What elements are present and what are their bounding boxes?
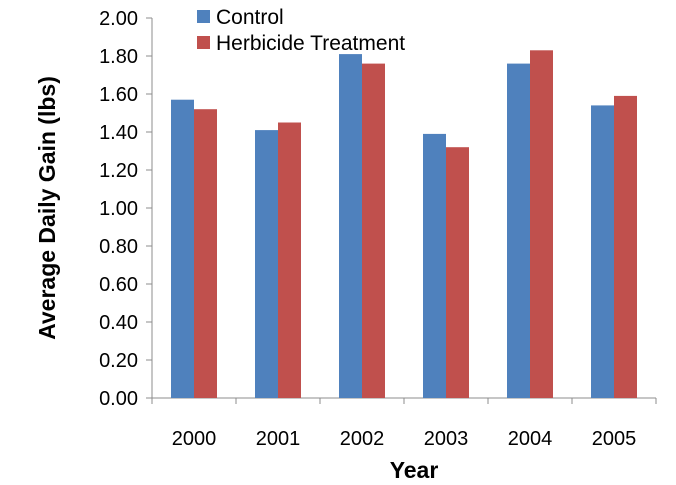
x-tick-label: 2005 bbox=[592, 428, 637, 450]
y-tick-label: 0.00 bbox=[99, 388, 138, 410]
legend-swatch bbox=[197, 36, 210, 49]
x-tick-label: 2003 bbox=[424, 428, 469, 450]
bar-control-2002 bbox=[339, 54, 362, 398]
y-tick-label: 1.80 bbox=[99, 46, 138, 68]
y-tick-label: 1.20 bbox=[99, 160, 138, 182]
bar-herbicide-treatment-2004 bbox=[530, 50, 553, 399]
y-tick-label: 0.60 bbox=[99, 274, 138, 296]
legend-swatch bbox=[197, 10, 210, 23]
y-axis-title: Average Daily Gain (lbs) bbox=[34, 76, 60, 340]
x-axis: 2000 2001 2002 2003 2004 2005 bbox=[151, 397, 657, 450]
bar-herbicide-treatment-2000 bbox=[194, 109, 217, 398]
x-tick-label: 2001 bbox=[256, 428, 301, 450]
legend: Control Herbicide Treatment bbox=[197, 6, 405, 55]
legend-label: Control bbox=[216, 6, 284, 29]
y-tick-label: 1.60 bbox=[99, 84, 138, 106]
x-tick-label: 2002 bbox=[340, 428, 385, 450]
bar-herbicide-treatment-2005 bbox=[614, 95, 637, 399]
y-tick-label: 1.40 bbox=[99, 122, 138, 144]
legend-label: Herbicide Treatment bbox=[216, 32, 405, 55]
y-axis: 0.00 0.20 0.40 0.60 0.80 1.00 1.20 1.40 1.60 1.80… bbox=[99, 8, 153, 410]
y-tick-label: 0.80 bbox=[99, 236, 138, 258]
y-tick-label: 0.40 bbox=[99, 312, 138, 334]
y-tick-label: 2.00 bbox=[99, 8, 138, 30]
x-tick-label: 2000 bbox=[172, 428, 217, 450]
bar-control-2001 bbox=[255, 130, 278, 398]
bar-herbicide-treatment-2001 bbox=[278, 122, 301, 398]
bar-control-2005 bbox=[591, 105, 614, 399]
bar-control-2004 bbox=[507, 63, 530, 398]
bar-herbicide-treatment-2003 bbox=[446, 147, 469, 398]
bars bbox=[171, 50, 637, 399]
x-tick-label: 2004 bbox=[508, 428, 553, 450]
y-tick-label: 0.20 bbox=[99, 350, 138, 372]
bar-control-2003 bbox=[423, 133, 446, 398]
bar-control-2000 bbox=[171, 99, 194, 398]
bar-herbicide-treatment-2002 bbox=[362, 63, 385, 398]
y-tick-label: 1.00 bbox=[99, 198, 138, 220]
x-axis-title: Year bbox=[390, 457, 439, 483]
